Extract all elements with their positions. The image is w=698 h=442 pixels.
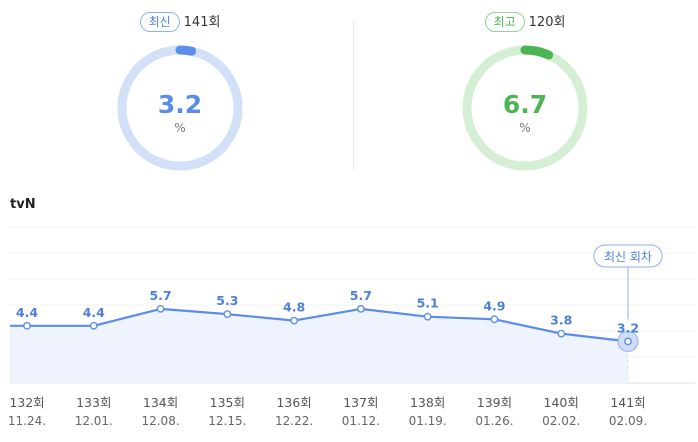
x-tick-episode: 133회: [76, 395, 111, 410]
latest-header: 최신 141회: [90, 11, 270, 32]
best-header: 최고 120회: [435, 11, 615, 32]
x-tick-episode: 141회: [610, 395, 645, 410]
latest-rating-value: 3.2: [157, 90, 203, 119]
best-ring-progress: [462, 45, 588, 171]
x-tick-episode: 137회: [343, 395, 378, 410]
data-label: 5.7: [149, 288, 171, 303]
data-point: [356, 305, 365, 313]
latest-badge: 최신: [139, 12, 180, 32]
best-rating-panel: 최고 120회 6.7 %: [435, 8, 615, 178]
x-tick-episode: 135회: [210, 395, 245, 410]
ratings-line-chart: 최신 회차 4.4 132회 11.24. 4.4 133회 12.01. 5.7 134회 12…: [8, 226, 695, 428]
x-tick-episode: 132회: [9, 395, 44, 410]
data-label: 3.2: [617, 320, 639, 335]
data-point: [156, 305, 165, 313]
area-fill: [10, 308, 628, 383]
data-point: [423, 312, 432, 321]
data-label: 5.3: [216, 293, 238, 308]
data-label: 5.1: [417, 296, 439, 311]
data-point: [490, 315, 499, 324]
latest-ring-progress: [117, 45, 243, 171]
data-label: 4.4: [16, 305, 38, 320]
data-label: 3.8: [550, 313, 572, 328]
data-point: [223, 310, 232, 319]
x-tick-date: 12.01.: [75, 414, 113, 428]
x-tick-episode: 138회: [410, 395, 445, 410]
best-badge: 최고: [484, 12, 525, 32]
x-tick-date: 01.19.: [409, 414, 447, 428]
data-label: 4.4: [83, 305, 105, 320]
x-tick-episode: 139회: [477, 395, 512, 410]
data-point: [23, 321, 31, 330]
x-tick-date: 02.09.: [609, 414, 647, 428]
x-tick-date: 01.12.: [342, 414, 380, 428]
latest-rating-unit: %: [174, 121, 186, 135]
data-label: 4.8: [283, 300, 305, 315]
data-point: [290, 316, 299, 325]
x-tick-episode: 134회: [143, 395, 178, 410]
latest-rating-panel: 최신 141회 3.2 %: [90, 8, 270, 178]
callout-label: 최신 회차: [604, 250, 652, 264]
panel-divider: [353, 20, 354, 170]
x-tick-date: 01.26.: [475, 414, 513, 428]
latest-episode: 141회: [183, 15, 221, 30]
data-point: [624, 337, 632, 346]
best-rating-unit: %: [519, 121, 531, 135]
data-label: 5.7: [350, 288, 372, 303]
best-rating-value: 6.7: [502, 90, 548, 119]
best-rating-ring: [462, 45, 588, 171]
callout-pill: [593, 244, 663, 268]
data-point: [557, 329, 566, 338]
best-episode: 120회: [528, 15, 566, 30]
data-label: 4.9: [483, 298, 505, 313]
x-tick-date: 02.02.: [542, 414, 580, 428]
x-tick-date: 12.15.: [208, 414, 246, 428]
x-tick-date: 11.24.: [8, 414, 46, 428]
channel-label: tvN: [10, 197, 36, 212]
x-tick-episode: 136회: [276, 395, 311, 410]
latest-rating-ring: [117, 45, 243, 171]
x-tick-date: 12.08.: [141, 414, 179, 428]
data-point: [89, 321, 98, 330]
x-tick-episode: 140회: [544, 395, 579, 410]
x-tick-date: 12.22.: [275, 414, 313, 428]
